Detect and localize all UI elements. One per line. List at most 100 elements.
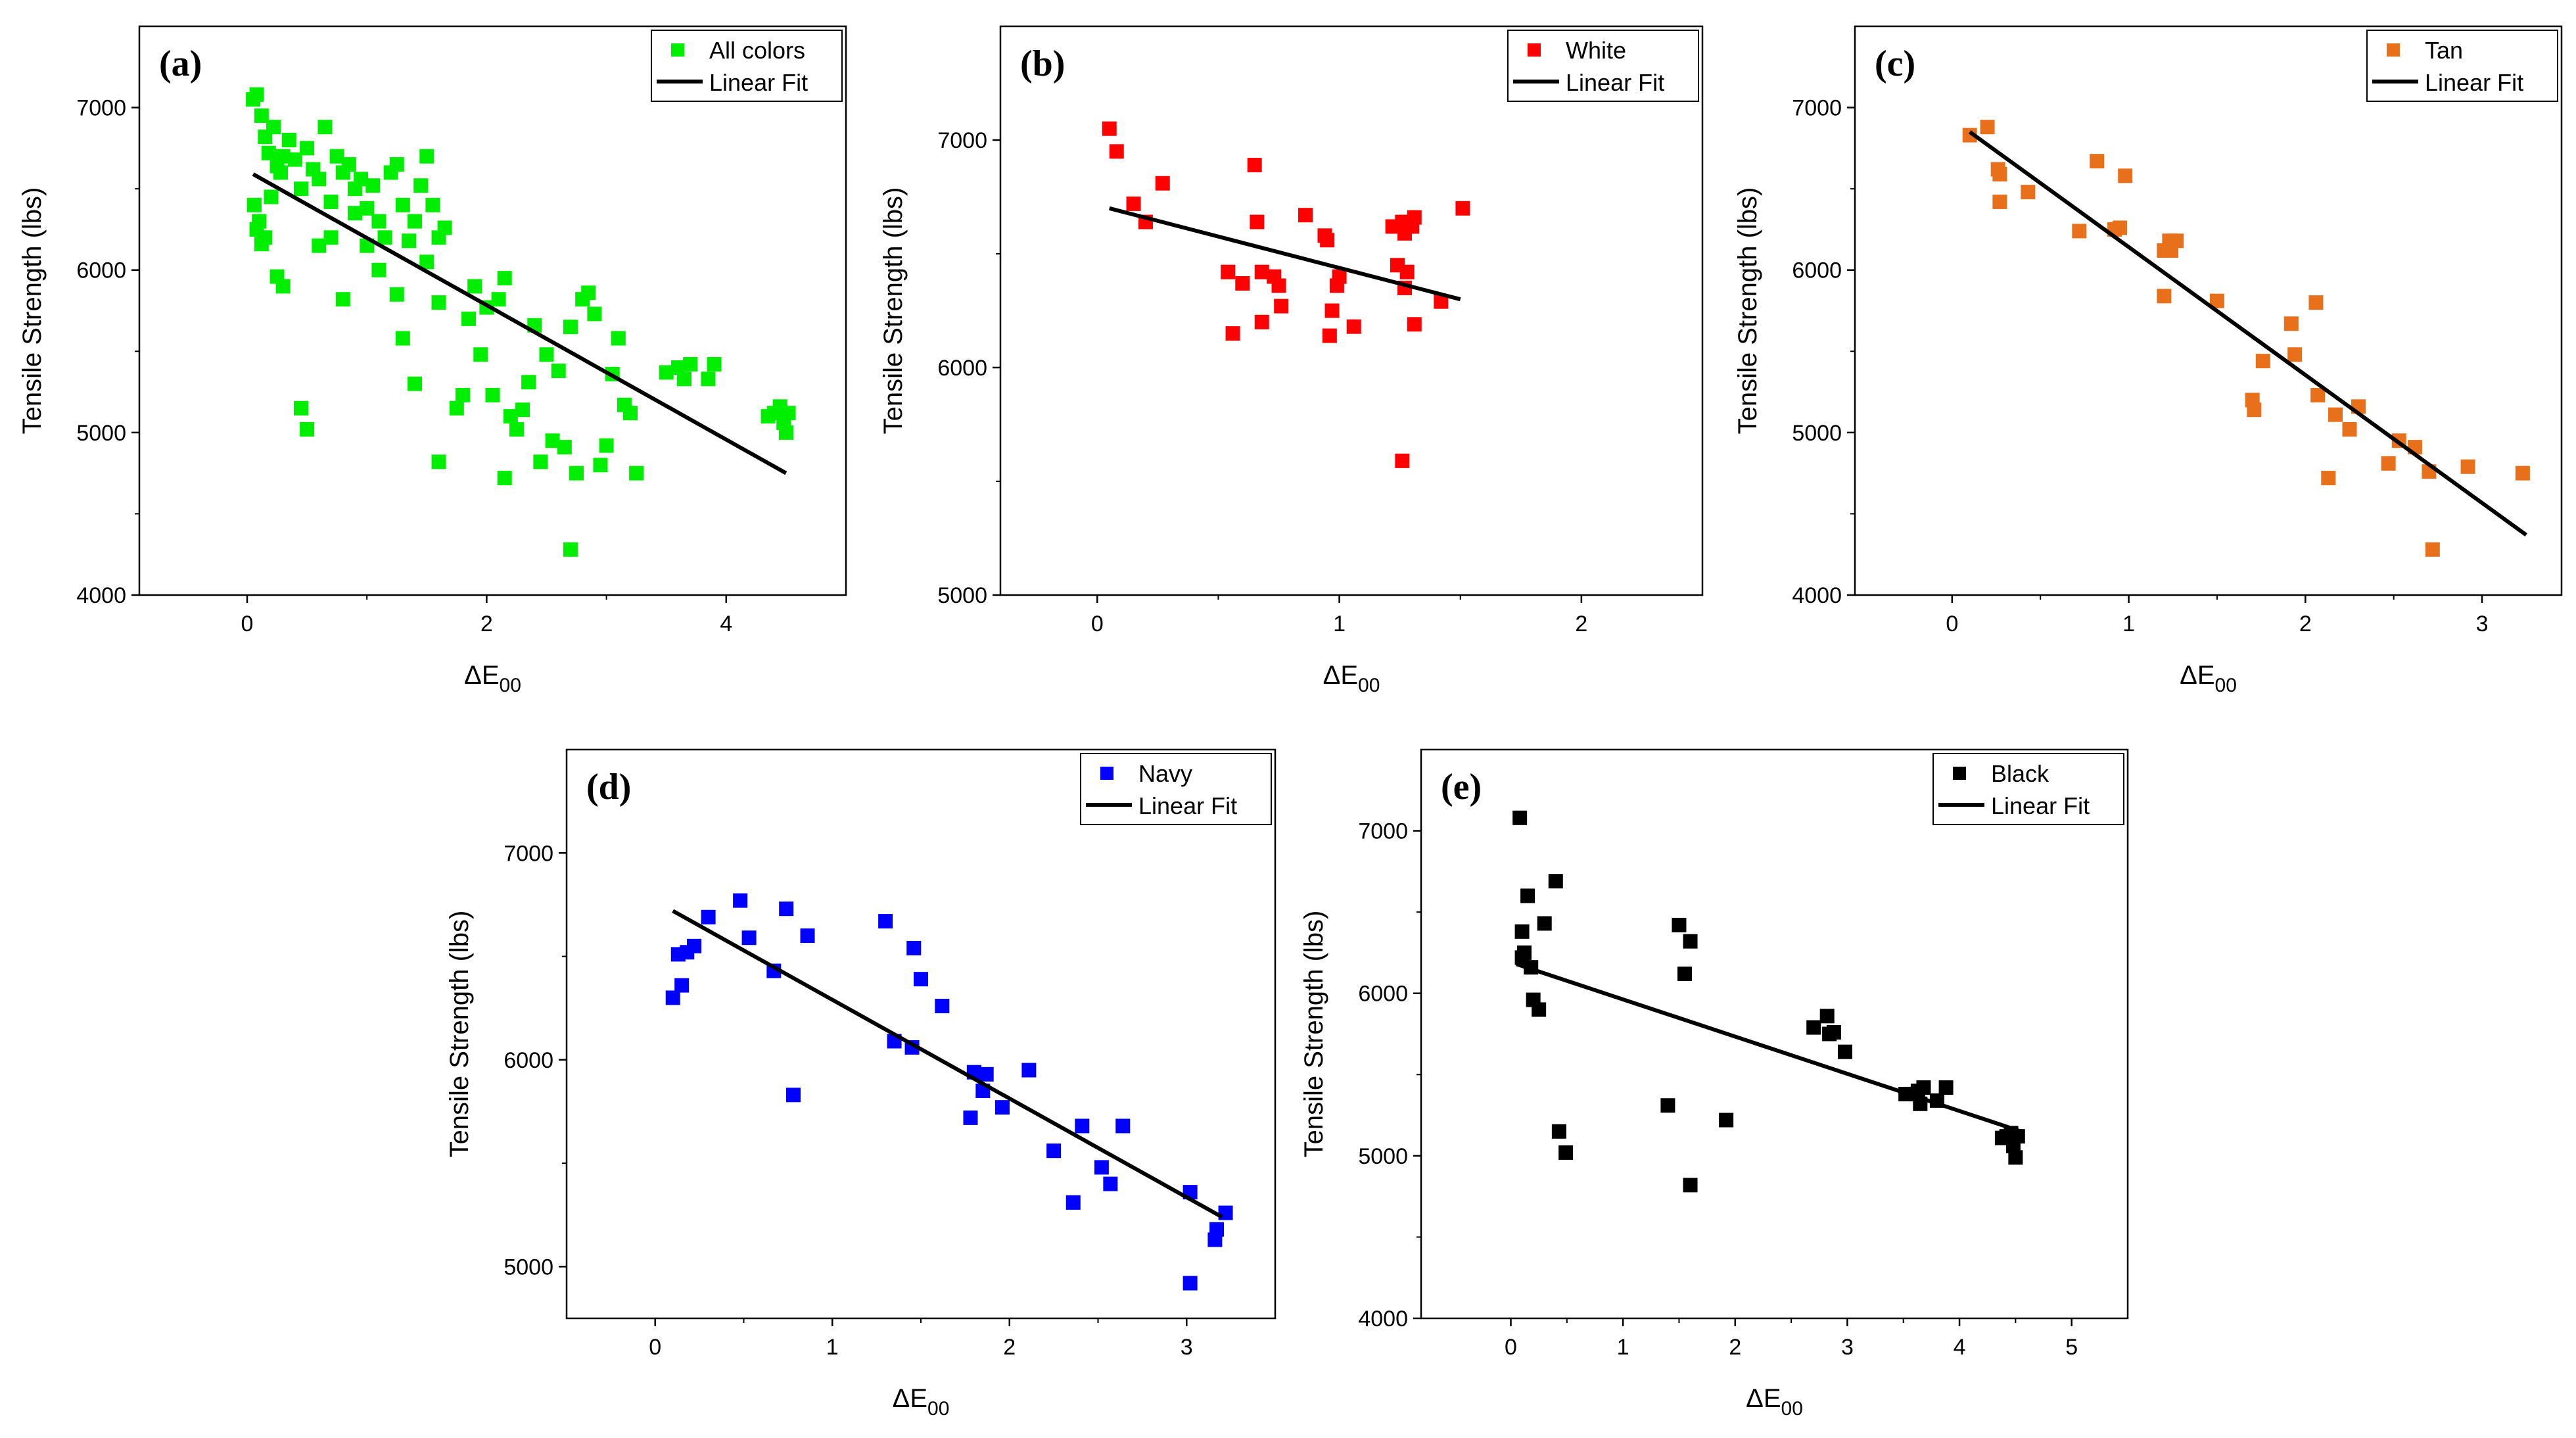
data-point: [395, 331, 410, 346]
data-point: [963, 1110, 978, 1125]
y-axis-label: Tensile Strength (lbs): [18, 187, 47, 435]
data-point: [733, 893, 748, 908]
data-point: [2342, 421, 2357, 437]
data-point: [1683, 934, 1698, 949]
legend-entry-series: Tan: [2425, 37, 2463, 64]
data-point: [1046, 1143, 1062, 1159]
data-point: [258, 230, 273, 245]
y-tick-label: 6000: [503, 1048, 553, 1073]
data-point: [587, 306, 602, 322]
data-point: [1537, 916, 1552, 931]
data-point: [1962, 128, 1977, 143]
data-point: [401, 233, 416, 249]
x-tick-label: 2: [480, 611, 493, 636]
y-tick-label: 5000: [76, 421, 126, 446]
data-point: [563, 320, 578, 335]
data-point: [300, 421, 315, 437]
y-axis-label: Tensile Strength (lbs): [879, 187, 908, 435]
plot-frame: [1854, 25, 2563, 596]
y-axis-label: Tensile Strength (lbs): [445, 911, 474, 1158]
x-axis-label-subscript: 00: [1358, 675, 1380, 696]
data-point: [1254, 264, 1269, 279]
y-tick-label: 7000: [937, 128, 987, 153]
data-point: [593, 458, 608, 473]
data-point: [2381, 456, 2396, 471]
x-tick-label: 1: [826, 1335, 839, 1360]
data-point: [1516, 945, 1532, 960]
data-point: [1254, 314, 1269, 329]
legend-marker: [1953, 767, 1966, 780]
data-point: [347, 206, 362, 221]
legend-entry-fit: Linear Fit: [1991, 792, 2090, 819]
data-point: [461, 311, 477, 326]
x-tick-label: 3: [2476, 611, 2489, 636]
x-tick-label: 2: [1575, 611, 1587, 636]
data-point: [503, 409, 518, 424]
panel-label: (d): [586, 767, 631, 807]
data-point: [521, 375, 536, 390]
legend: Black Linear Fit: [1932, 753, 2124, 825]
data-point: [785, 1088, 801, 1103]
data-point: [1719, 1113, 1734, 1128]
data-point: [419, 149, 434, 164]
data-point: [413, 178, 429, 193]
legend-box: [1507, 30, 1699, 102]
legend-entry-fit: Linear Fit: [709, 69, 808, 96]
data-point: [687, 938, 702, 953]
data-point: [323, 230, 339, 245]
x-tick-label: 0: [649, 1335, 661, 1360]
data-point: [1021, 1063, 1037, 1078]
y-axis-label: Tensile Strength (lbs): [1733, 187, 1762, 435]
data-point: [1298, 208, 1313, 223]
data-point: [360, 201, 375, 216]
x-axis-label-subscript: 00: [1781, 1398, 1803, 1420]
linear-fit-line: [1968, 130, 2528, 537]
data-point: [781, 406, 796, 421]
data-point: [545, 433, 560, 448]
y-tick-label: 4000: [76, 583, 126, 608]
data-point: [491, 292, 506, 307]
data-point: [515, 402, 530, 418]
data-point: [551, 363, 566, 378]
data-point: [2460, 459, 2475, 474]
data-point: [1916, 1080, 1931, 1095]
x-axis-label-main: ΔE: [1323, 661, 1358, 690]
x-axis-label-subscript: 00: [927, 1398, 949, 1420]
data-point: [329, 149, 344, 164]
data-point: [2010, 1129, 2025, 1144]
y-tick-label: 6000: [1358, 982, 1408, 1007]
data-point: [1103, 1176, 1118, 1191]
data-point: [455, 388, 470, 403]
data-point: [1992, 166, 2007, 181]
x-tick-label: 1: [1617, 1335, 1629, 1360]
data-point: [389, 157, 404, 172]
data-point: [1247, 158, 1262, 173]
legend-entry-series: All colors: [709, 37, 805, 64]
data-point: [995, 1100, 1010, 1115]
data-point: [539, 347, 554, 362]
chart-panel-4: 0 1 2 3 5000 6000 7000 Tensile Strength (lbs) ΔE…: [445, 748, 1276, 1420]
data-point: [1532, 1002, 1547, 1017]
y-tick-label: 6000: [76, 258, 126, 283]
data-point: [425, 197, 440, 212]
plot-frame: [138, 25, 847, 596]
data-point: [273, 165, 288, 180]
y-tick-label: 6000: [1792, 258, 1842, 283]
data-point: [906, 940, 922, 955]
data-point: [1271, 278, 1286, 293]
data-point: [1235, 276, 1250, 291]
y-tick-label: 7000: [76, 96, 126, 121]
data-point: [1221, 264, 1236, 279]
panel-label: (b): [1020, 43, 1065, 84]
data-point: [979, 1067, 994, 1082]
data-point: [2021, 185, 2036, 200]
data-point: [449, 400, 464, 416]
data-point: [2008, 1150, 2023, 1165]
data-point: [1806, 1020, 1821, 1035]
x-tick-label: 5: [2065, 1335, 2078, 1360]
data-point: [1434, 294, 1449, 309]
data-point: [2255, 354, 2270, 369]
data-point: [431, 295, 446, 310]
panel-label: (c): [1875, 43, 1915, 84]
